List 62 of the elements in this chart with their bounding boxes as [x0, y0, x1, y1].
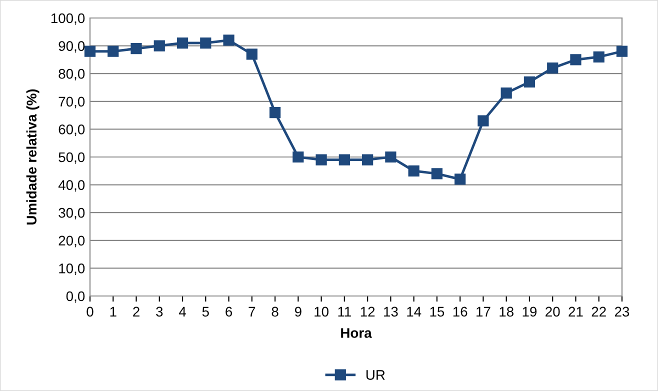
- x-tick-label: 1: [110, 306, 116, 316]
- point: [593, 51, 604, 62]
- point: [200, 37, 212, 49]
- legend-label: UR: [366, 370, 385, 380]
- point: [385, 151, 396, 163]
- x-tick-label: 12: [360, 306, 375, 316]
- point: [108, 46, 119, 57]
- x-tick-label: 5: [202, 306, 209, 317]
- y-tick-label: 90,0: [58, 41, 85, 53]
- point: [338, 154, 350, 166]
- point: [570, 54, 582, 66]
- point: [269, 106, 281, 118]
- x-axis-title: Hora: [341, 328, 372, 338]
- x-tick-label: 11: [338, 306, 351, 316]
- point: [616, 46, 628, 57]
- x-tick-label: 4: [178, 306, 186, 316]
- point: [130, 43, 142, 54]
- y-tick-label: 20,0: [58, 236, 85, 248]
- x-tick-label: 19: [522, 306, 537, 317]
- point: [176, 37, 188, 49]
- x-tick-label: 18: [500, 306, 514, 317]
- y-tick-label: 80,0: [58, 68, 85, 80]
- y-tick-label: 100,0: [51, 13, 85, 25]
- x-tick-label: 6: [226, 306, 232, 317]
- point: [454, 174, 466, 185]
- point: [84, 46, 96, 57]
- x-tick-label: 8: [272, 306, 278, 317]
- point: [154, 40, 165, 52]
- y-tick-label: 70,0: [58, 96, 85, 108]
- point: [246, 48, 258, 60]
- x-tick-label: 16: [453, 306, 468, 317]
- y-tick-label: 50,0: [58, 152, 85, 164]
- x-tick-label: 2: [133, 306, 140, 316]
- x-tick-label: 14: [407, 306, 422, 316]
- x-tick-label: 13: [384, 306, 398, 317]
- x-tick-label: 17: [476, 306, 490, 316]
- x-tick-label: 20: [546, 306, 560, 317]
- y-tick-label: 40,0: [58, 180, 85, 192]
- point: [316, 154, 327, 166]
- x-tick-label: 10: [314, 306, 328, 317]
- point: [292, 151, 304, 163]
- point: [500, 88, 512, 99]
- point: [223, 34, 234, 46]
- point: [362, 154, 374, 166]
- x-tick-label: 23: [614, 306, 630, 317]
- x-tick-label: 0: [86, 306, 94, 317]
- y-tick-label: 0,0: [66, 291, 85, 303]
- x-tick-label: 7: [248, 306, 256, 316]
- y-tick-label: 60,0: [58, 124, 85, 136]
- x-tick-label: 15: [430, 306, 444, 317]
- x-tick-label: 21: [568, 306, 583, 316]
- point: [547, 62, 558, 74]
- point: [408, 165, 420, 176]
- x-tick-label: 22: [592, 306, 606, 316]
- x-tick-label: 3: [156, 306, 163, 317]
- y-tick-label: 30,0: [58, 208, 85, 220]
- point: [431, 168, 443, 180]
- y-tick-label: 10,0: [59, 264, 85, 276]
- x-tick-label: 9: [294, 306, 302, 317]
- point: [524, 76, 536, 88]
- point: [478, 115, 489, 126]
- y-axis-title: Umidade relativa (%): [26, 89, 40, 224]
